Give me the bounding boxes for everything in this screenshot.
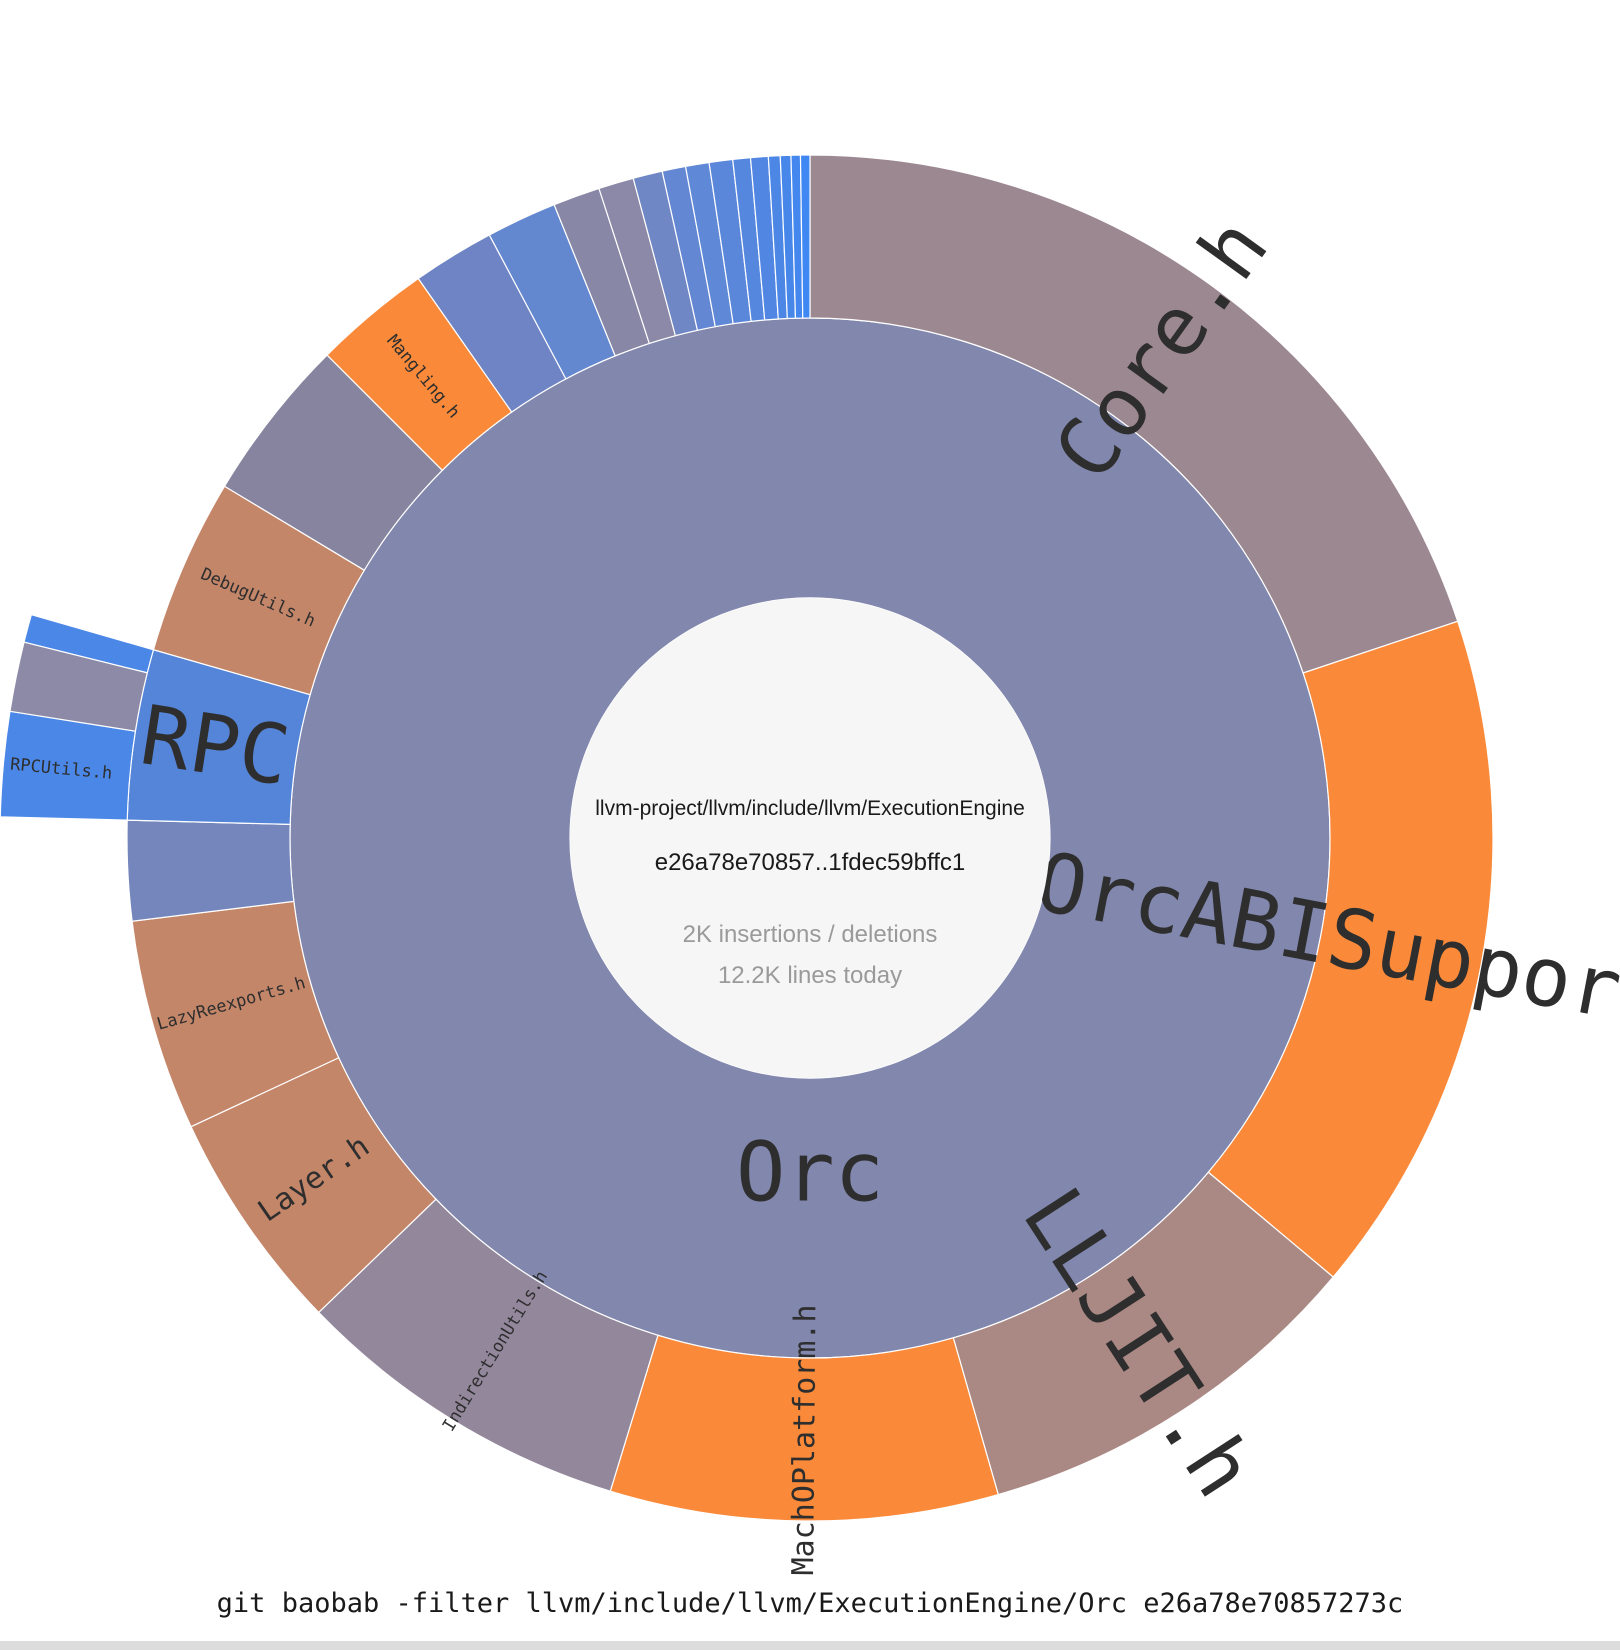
center-path-text: llvm-project/llvm/include/llvm/Execution… [595, 797, 1025, 820]
sunburst-chart: OrcCore.hOrcABISupport.hLLJIT.hMachOPlat… [0, 154, 1620, 1576]
label-machoplatform-h: MachOPlatform.h [786, 1304, 823, 1575]
label-orc: Orc [736, 1126, 884, 1221]
segment-orcabisupport-h[interactable] [1207, 620, 1494, 1278]
segment-segment-unlabeled-16[interactable] [799, 154, 811, 319]
center-range-text: e26a78e70857..1fdec59bffc1 [655, 849, 966, 876]
segment-core-h[interactable] [809, 154, 1459, 674]
footer-command: git baobab -filter llvm/include/llvm/Exe… [216, 1588, 1404, 1619]
segment-segment-unlabeled-rpc-3[interactable] [23, 613, 155, 674]
center-circle[interactable] [570, 598, 1050, 1078]
sunburst-segments [0, 154, 1494, 1522]
bottom-bar [0, 1641, 1620, 1650]
center-panel: llvm-project/llvm/include/llvm/Execution… [570, 598, 1050, 1078]
center-changes-text: 2K insertions / deletions [683, 921, 938, 948]
label-rpc: RPC [135, 688, 296, 804]
center-lines-text: 12.2K lines today [718, 962, 902, 989]
